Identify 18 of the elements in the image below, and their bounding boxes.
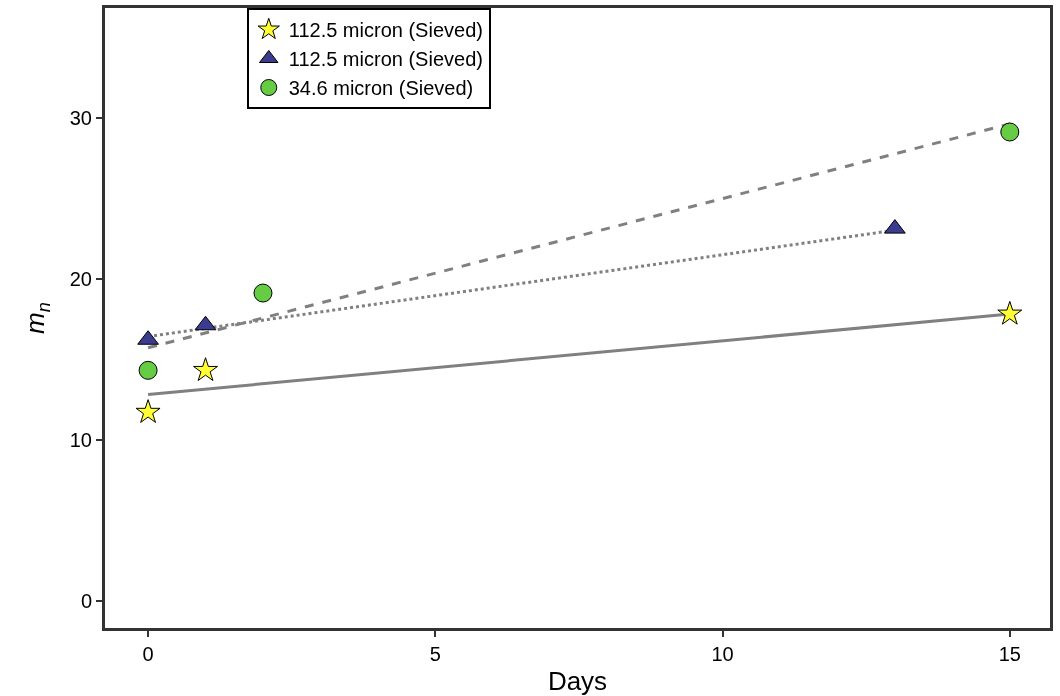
y-tick-label: 10 bbox=[69, 428, 92, 451]
y-tick-label: 0 bbox=[80, 589, 92, 612]
point bbox=[193, 357, 219, 382]
legend-label: 34.6 micron (Sieved) bbox=[288, 77, 474, 100]
point bbox=[1000, 122, 1020, 142]
x-axis-title: Days bbox=[547, 665, 608, 696]
y-tick-label: 20 bbox=[69, 267, 92, 290]
legend-label: 112.5 micron (Sieved) bbox=[288, 48, 483, 71]
legend-label: 112.5 micron (Sieved) bbox=[288, 19, 483, 42]
point bbox=[997, 300, 1023, 325]
point bbox=[253, 283, 273, 303]
x-tick-label: 5 bbox=[429, 643, 441, 665]
y-tick-label: 30 bbox=[69, 106, 92, 129]
point bbox=[135, 399, 161, 423]
x-tick-label: 10 bbox=[711, 643, 734, 665]
x-tick-label: 15 bbox=[998, 643, 1021, 665]
point bbox=[138, 360, 158, 380]
x-tick-label: 0 bbox=[142, 643, 154, 665]
